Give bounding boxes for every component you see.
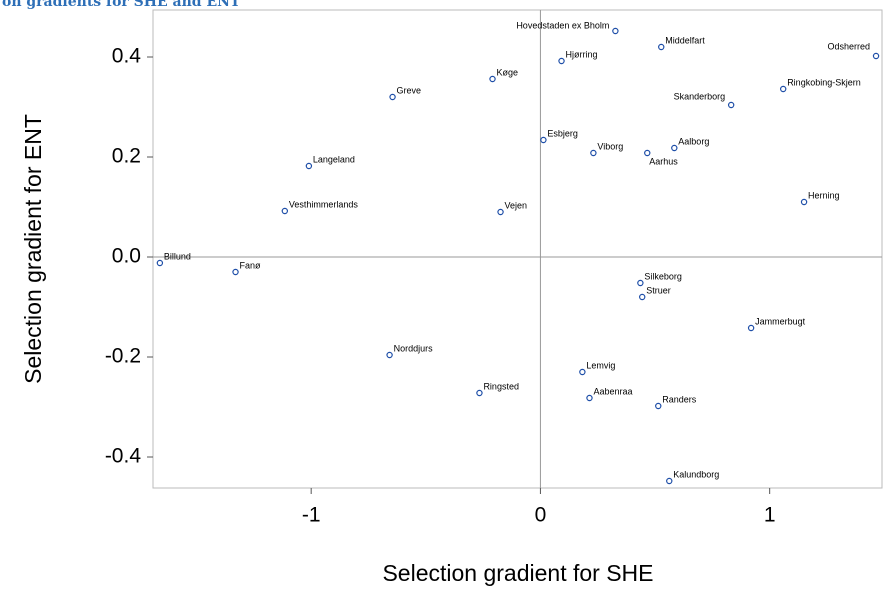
- point-label: Fanø: [240, 260, 262, 270]
- x-tick-label: 1: [764, 504, 776, 527]
- point: [612, 27, 619, 35]
- point-label: Langeland: [313, 154, 355, 164]
- point: [281, 207, 289, 215]
- point-label: Hovedstaden ex Bholm: [516, 20, 609, 30]
- point-label: Aabenraa: [593, 386, 632, 396]
- point-label: Randers: [662, 394, 697, 404]
- point: [305, 162, 313, 170]
- point: [156, 259, 164, 267]
- point-label: Aarhus: [649, 156, 678, 166]
- point-label: Jammerbugt: [755, 316, 806, 326]
- chart-title: on gradients for SHE and ENT: [2, 0, 241, 10]
- y-tick-label: 0.2: [112, 145, 141, 168]
- y-tick-label: 0.0: [112, 245, 141, 268]
- point-label: Greve: [397, 85, 422, 95]
- point-label: Aalborg: [678, 136, 709, 146]
- y-tick-label: -0.2: [105, 345, 141, 368]
- point-label: Esbjerg: [547, 128, 578, 138]
- x-tick-label: -1: [302, 504, 321, 527]
- point-label: Skanderborg: [674, 91, 726, 101]
- point: [655, 402, 662, 410]
- point-label: Struer: [646, 285, 671, 295]
- x-tick-label: 0: [535, 504, 547, 527]
- point: [386, 351, 393, 359]
- point-label: Herning: [808, 190, 840, 200]
- point: [639, 293, 646, 301]
- y-axis-label: Selection gradient for ENT: [20, 114, 46, 384]
- point: [779, 85, 787, 93]
- point-label: Vejen: [505, 200, 528, 210]
- point: [800, 198, 808, 206]
- point-label: Lemvig: [586, 360, 615, 370]
- point: [540, 136, 547, 144]
- plot-frame: [152, 9, 883, 489]
- point: [586, 394, 593, 402]
- point-label: Hjørring: [566, 49, 598, 59]
- x-axis-label: Selection gradient for SHE: [382, 560, 653, 586]
- point: [476, 389, 483, 397]
- point: [658, 43, 665, 51]
- point: [558, 57, 565, 65]
- point: [671, 144, 678, 152]
- point-label: Billund: [164, 251, 191, 261]
- point: [232, 268, 239, 276]
- point-label: Ringsted: [483, 381, 519, 391]
- point: [747, 324, 755, 332]
- point: [579, 368, 586, 376]
- y-tick-label: 0.4: [112, 45, 142, 68]
- point: [497, 208, 504, 216]
- point: [666, 477, 673, 485]
- y-tick-label: -0.4: [105, 445, 142, 468]
- point: [727, 101, 735, 109]
- point-label: Viborg: [597, 141, 623, 151]
- point: [872, 52, 880, 60]
- point: [489, 75, 496, 83]
- point: [637, 279, 644, 287]
- point-label: Kalundborg: [673, 469, 719, 479]
- point-label: Odsherred: [828, 41, 871, 51]
- point-label: Ringkobing-Skjern: [787, 77, 861, 87]
- point: [590, 149, 597, 157]
- point: [389, 93, 396, 101]
- point-label: Køge: [497, 67, 519, 77]
- point-label: Vesthimmerlands: [289, 199, 359, 209]
- point-label: Middelfart: [665, 35, 705, 45]
- point: [644, 149, 651, 157]
- point-label: Silkeborg: [644, 271, 682, 281]
- point-label: Norddjurs: [394, 343, 434, 353]
